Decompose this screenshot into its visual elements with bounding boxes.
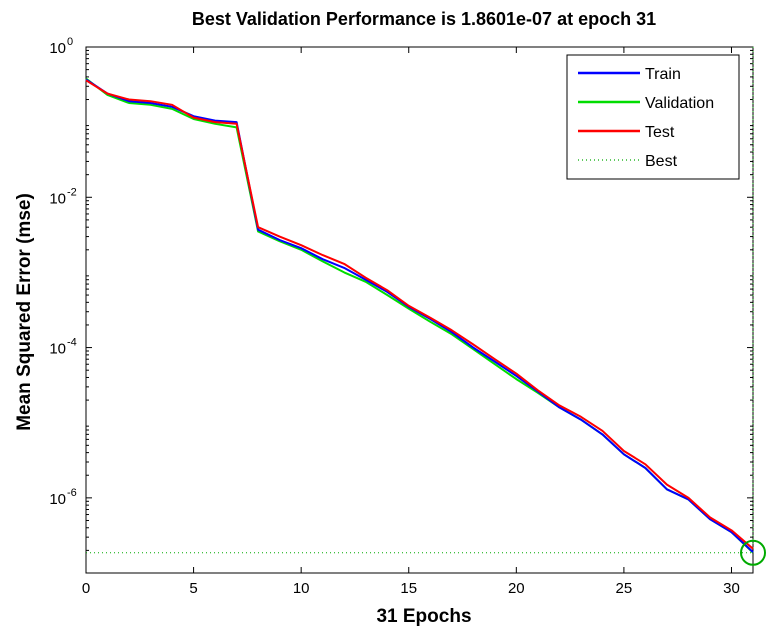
y-tick-label: 10 [49,341,66,358]
legend-label-validation: Validation [645,95,714,112]
y-tick-label: 10 [49,190,66,207]
x-tick-label: 15 [400,580,417,597]
best-marker-lines [86,47,754,554]
x-tick-label: 0 [82,580,90,597]
legend-label-train: Train [645,66,681,83]
x-axis-label: 31 Epochs [376,606,471,627]
x-tick-label: 10 [293,580,310,597]
y-tick-exponent: -4 [67,337,77,349]
x-tick-label: 5 [189,580,197,597]
y-tick-exponent: -6 [67,487,77,499]
legend-box [566,54,740,180]
y-tick-label: 10 [49,40,66,57]
series-line-test [85,79,754,550]
chart-title: Best Validation Performance is 1.8601e-0… [192,9,656,29]
y-axis-label: Mean Squared Error (mse) [14,193,35,431]
x-tick-label: 20 [508,580,525,597]
legend-label-best: Best [645,153,678,170]
legend: Train Validation Test Best [566,54,740,180]
y-tick-exponent: 0 [67,36,73,48]
series-lines [85,77,754,554]
x-tick-label: 30 [723,580,740,597]
y-tick-label: 10 [49,491,66,508]
x-tick-label: 25 [616,580,633,597]
best-point-marker [740,539,766,566]
y-tick-exponent: -2 [67,186,77,198]
legend-label-test: Test [645,124,675,141]
